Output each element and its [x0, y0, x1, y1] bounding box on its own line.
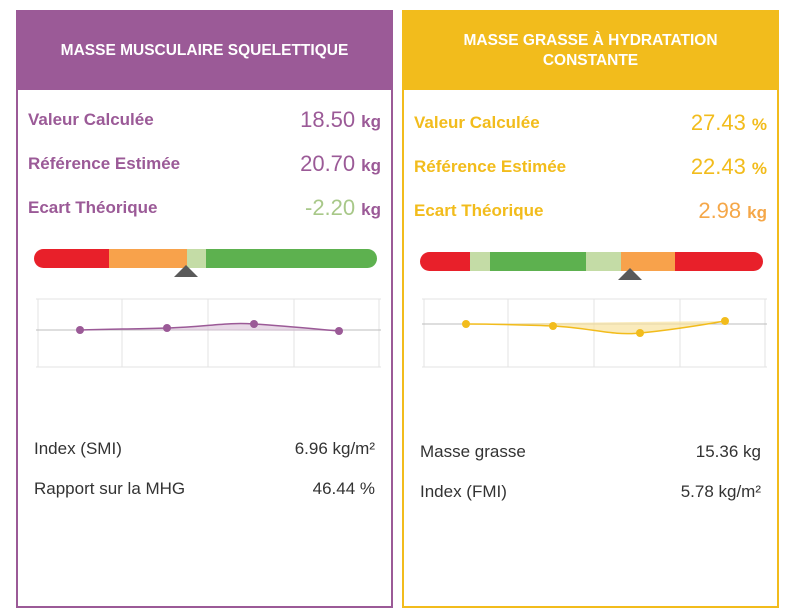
metric-value: 18.50	[300, 107, 356, 132]
info-row-fat-mass: Masse grasse 15.36 kg	[420, 442, 761, 462]
metric-row-reference: Référence Estimée 22.43%	[414, 152, 767, 182]
metric-unit: kg	[361, 112, 381, 131]
metric-unit: %	[751, 159, 767, 178]
scale-segment-orange	[627, 252, 675, 271]
trend-point	[335, 327, 343, 335]
scale-segment-red	[420, 252, 470, 271]
metric-unit: kg	[361, 156, 381, 175]
metric-label: Ecart Théorique	[414, 201, 544, 220]
metric-value: -2.20	[305, 195, 356, 220]
trend-point	[76, 326, 84, 334]
scale-segment-orange	[109, 249, 187, 268]
info-row-smi: Index (SMI) 6.96 kg/m²	[34, 439, 375, 459]
range-scale-bar	[34, 249, 377, 268]
trend-point	[636, 329, 644, 337]
info-label: Index (SMI)	[34, 439, 122, 458]
trend-point	[250, 320, 258, 328]
metric-unit: kg	[747, 203, 767, 222]
metric-label: Référence Estimée	[28, 154, 181, 173]
scale-marker-icon	[174, 265, 198, 277]
trend-point	[549, 322, 557, 330]
trend-chart	[422, 298, 767, 368]
trend-line	[465, 320, 726, 335]
metric-label: Ecart Théorique	[28, 198, 158, 217]
metric-row-calculated: Valeur Calculée 27.43%	[414, 108, 767, 138]
info-label: Index (FMI)	[420, 482, 507, 501]
scale-segment-green	[490, 252, 586, 271]
metric-value: 2.98	[698, 198, 742, 223]
scale-segment-pale-green	[470, 252, 490, 271]
metric-row-calculated: Valeur Calculée 18.50 kg	[28, 105, 381, 135]
metric-unit: kg	[361, 200, 381, 219]
metric-row-deviation: Ecart Théorique 2.98 kg	[414, 196, 767, 226]
metric-row-reference: Référence Estimée 20.70 kg	[28, 149, 381, 179]
scale-segment-pale-green	[586, 252, 621, 271]
metric-label: Référence Estimée	[414, 157, 567, 176]
scale-marker-icon	[618, 268, 642, 280]
scale-segment-pale-green	[187, 249, 206, 268]
scale-segment-green	[206, 249, 377, 268]
info-value: 6.96 kg/m²	[294, 439, 375, 458]
skeletal-muscle-card: MASSE MUSCULAIRE SQUELETTIQUE Valeur Cal…	[16, 10, 393, 608]
range-scale-bar	[420, 252, 763, 271]
metric-value: 20.70	[300, 151, 356, 176]
trend-point	[462, 320, 470, 328]
info-row-mhg: Rapport sur la MHG 46.44 %	[34, 479, 375, 499]
metric-label: Valeur Calculée	[28, 110, 154, 129]
info-value: 46.44 %	[312, 479, 375, 498]
info-label: Rapport sur la MHG	[34, 479, 186, 498]
metric-row-deviation: Ecart Théorique -2.20 kg	[28, 193, 381, 223]
trend-line	[79, 322, 340, 332]
trend-point	[163, 324, 171, 332]
metric-label: Valeur Calculée	[414, 113, 540, 132]
trend-point	[721, 317, 729, 325]
card-title: MASSE GRASSE À HYDRATATION CONSTANTE	[404, 12, 777, 90]
trend-chart	[36, 298, 381, 368]
info-label: Masse grasse	[420, 442, 526, 461]
scale-segment-red	[675, 252, 763, 271]
info-value: 15.36 kg	[695, 442, 761, 461]
fat-mass-card: MASSE GRASSE À HYDRATATION CONSTANTE Val…	[402, 10, 779, 608]
scale-segment-orange	[621, 252, 627, 271]
metric-value: 22.43	[690, 154, 746, 179]
info-value: 5.78 kg/m²	[680, 482, 761, 501]
card-title: MASSE MUSCULAIRE SQUELETTIQUE	[18, 12, 391, 90]
metric-value: 27.43	[690, 110, 746, 135]
scale-segment-red	[34, 249, 109, 268]
metric-unit: %	[751, 115, 767, 134]
info-row-fmi: Index (FMI) 5.78 kg/m²	[420, 482, 761, 502]
